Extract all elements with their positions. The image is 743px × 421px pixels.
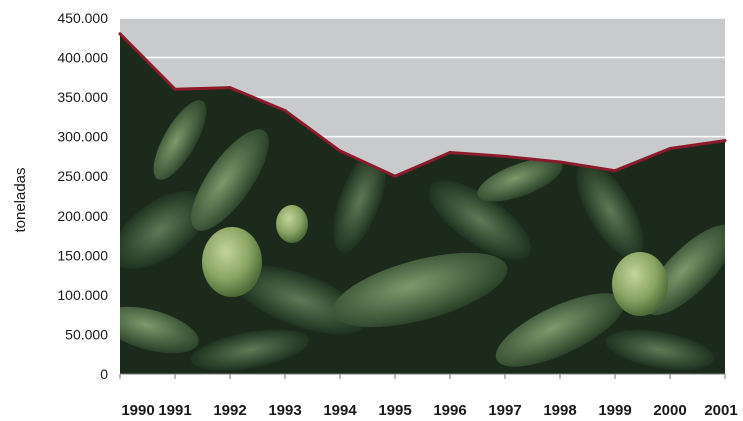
x-tick-label: 2001 xyxy=(704,402,737,419)
x-tick-label: 1995 xyxy=(378,402,411,419)
data-point-1997 xyxy=(503,154,507,158)
data-point-2001 xyxy=(723,139,727,143)
data-point-1993 xyxy=(283,109,287,113)
data-point-1990 xyxy=(118,32,122,36)
y-tick-label: 350.000 xyxy=(57,89,108,105)
y-tick-label: 50.000 xyxy=(65,326,108,342)
x-tick-label: 1998 xyxy=(543,402,576,419)
data-point-2000 xyxy=(668,147,672,151)
x-tick-label: 1991 xyxy=(158,402,191,419)
y-tick-label: 400.000 xyxy=(57,50,108,66)
data-point-1992 xyxy=(228,86,232,90)
y-tick-label: 200.000 xyxy=(57,208,108,224)
y-tick-label: 0 xyxy=(100,366,108,382)
y-tick-label: 150.000 xyxy=(57,247,108,263)
y-axis-title: toneladas xyxy=(12,167,29,232)
data-point-1996 xyxy=(448,150,452,154)
data-point-1991 xyxy=(173,87,177,91)
data-points xyxy=(118,32,727,178)
artichoke-photo-fill xyxy=(120,33,725,374)
x-tick-label: 1996 xyxy=(433,402,466,419)
data-point-1999 xyxy=(613,169,617,173)
y-tick-label: 250.000 xyxy=(57,168,108,184)
x-tick-label: 2000 xyxy=(653,402,686,419)
y-axis-ticks: 0 50.000 100.000 150.000 200.000 250.000 300.0… xyxy=(57,10,108,382)
data-point-1998 xyxy=(558,160,562,164)
x-axis-ticks: 1990 1991 1992 1993 1994 1995 1996 1997 1998 1999… xyxy=(119,374,738,419)
x-tick-label: 1990 xyxy=(121,402,154,419)
series-line xyxy=(118,32,727,178)
data-point-1994 xyxy=(338,149,342,153)
x-tick-label: 1999 xyxy=(598,402,631,419)
y-tick-label: 450.000 xyxy=(57,10,108,26)
y-tick-label: 300.000 xyxy=(57,129,108,145)
x-tick-label: 1994 xyxy=(323,402,357,419)
data-point-1995 xyxy=(393,174,397,178)
x-tick-label: 1997 xyxy=(488,402,521,419)
x-tick-label: 1993 xyxy=(268,402,301,419)
x-tick-label: 1992 xyxy=(213,402,246,419)
y-tick-label: 100.000 xyxy=(57,287,108,303)
